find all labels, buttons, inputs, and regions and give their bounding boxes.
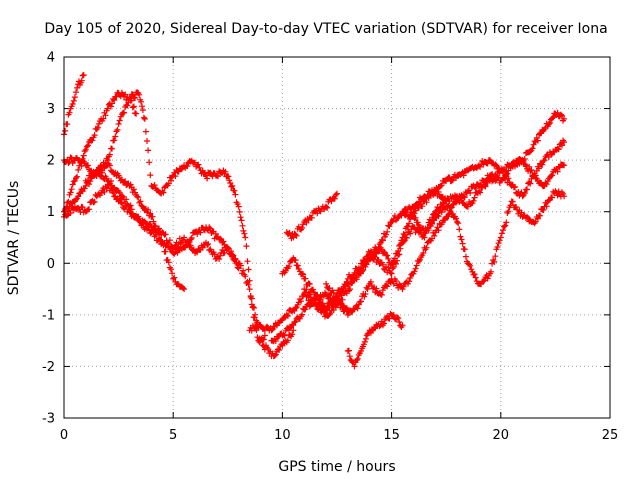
- series-markers: [268, 289, 351, 345]
- x-tick-label: 5: [169, 428, 177, 443]
- series-track-j: [344, 310, 406, 370]
- y-axis-label: SDTVAR / TECUs: [6, 181, 22, 296]
- y-tick-label: -2: [42, 360, 55, 375]
- series-track-n: [268, 289, 351, 345]
- plot-frame: [63, 56, 611, 419]
- series-track-m: [399, 137, 568, 236]
- y-tick-label: 4: [47, 51, 55, 66]
- series-markers: [82, 166, 242, 272]
- x-tick-label: 20: [493, 428, 510, 443]
- series-markers: [283, 190, 340, 242]
- series-markers: [61, 72, 87, 138]
- axis-ticks: 0 5 10 15 20 25 -3 -2 -1 0 1 2 3 4: [42, 51, 618, 444]
- x-axis-label: GPS time / hours: [278, 459, 395, 475]
- y-tick-label: -3: [42, 412, 55, 427]
- series-track-l: [301, 187, 568, 320]
- series-markers: [246, 109, 568, 334]
- y-tick-label: 1: [47, 205, 55, 220]
- data-points: [61, 72, 568, 370]
- series-track-e: [82, 166, 242, 272]
- series-track-a: [61, 72, 87, 138]
- grid: [64, 57, 610, 418]
- x-tick-label: 25: [602, 428, 619, 443]
- series-track-h: [283, 190, 340, 242]
- series-markers: [399, 137, 568, 236]
- series-markers: [301, 187, 568, 320]
- series-track-g: [246, 109, 568, 334]
- series-track-c: [61, 89, 268, 346]
- x-tick-label: 15: [383, 428, 400, 443]
- series-markers: [61, 89, 268, 346]
- y-tick-label: 2: [47, 154, 55, 169]
- series-track-f: [61, 181, 297, 360]
- series-markers: [344, 310, 406, 370]
- y-tick-label: -1: [42, 308, 55, 323]
- series-markers: [61, 181, 297, 360]
- chart-title: Day 105 of 2020, Sidereal Day-to-day VTE…: [44, 21, 607, 37]
- x-tick-label: 0: [60, 428, 68, 443]
- x-tick-label: 10: [274, 428, 291, 443]
- y-tick-label: 0: [47, 257, 55, 272]
- y-tick-label: 3: [47, 102, 55, 117]
